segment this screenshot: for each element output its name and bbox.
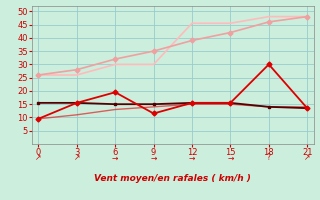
Text: →: → [112, 153, 118, 162]
Text: ↗: ↗ [35, 153, 42, 162]
X-axis label: Vent moyen/en rafales ( km/h ): Vent moyen/en rafales ( km/h ) [94, 174, 251, 183]
Text: ?: ? [267, 153, 271, 162]
Text: →: → [189, 153, 195, 162]
Text: ↗: ↗ [304, 153, 310, 162]
Text: →: → [227, 153, 234, 162]
Text: →: → [150, 153, 157, 162]
Text: ↗: ↗ [74, 153, 80, 162]
